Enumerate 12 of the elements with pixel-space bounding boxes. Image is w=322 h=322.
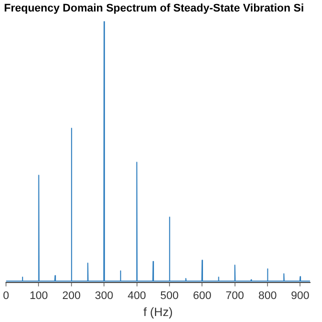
chart-title: Frequency Domain Spectrum of Steady-State Vibration Si xyxy=(4,2,304,15)
x-tick-label: 100 xyxy=(30,290,48,302)
x-tick-label: 0 xyxy=(2,290,10,302)
x-tick-label: 800 xyxy=(258,290,277,302)
x-tick-label: 500 xyxy=(160,290,179,302)
x-tick-label: 900 xyxy=(291,290,310,302)
x-tick-label: 600 xyxy=(192,290,212,302)
x-tick-label: 700 xyxy=(226,290,244,302)
x-tick-label: 200 xyxy=(62,290,81,302)
x-tick-label: 400 xyxy=(128,290,146,302)
x-tick-label: 300 xyxy=(94,290,114,302)
x-axis-title: f (Hz) xyxy=(143,305,173,320)
